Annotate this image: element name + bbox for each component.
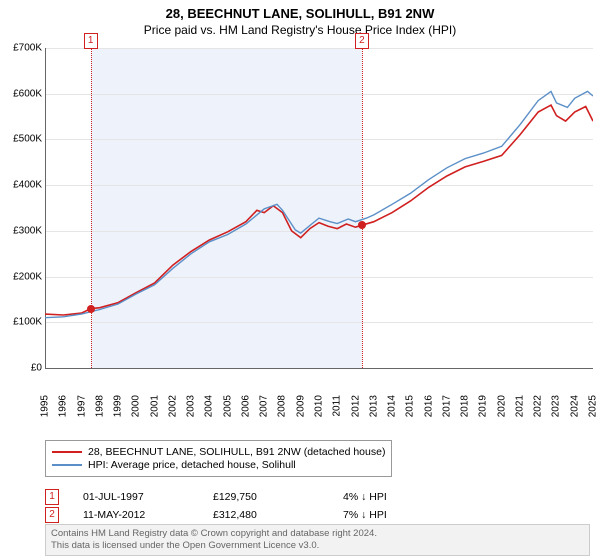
y-tick-label: £300K xyxy=(0,225,42,236)
sale-point xyxy=(358,221,366,229)
page-title: 28, BEECHNUT LANE, SOLIHULL, B91 2NW xyxy=(0,6,600,21)
sale-row: 2 11-MAY-2012£312,4807% ↓ HPI xyxy=(45,506,443,524)
x-tick-label: 2024 xyxy=(569,395,580,417)
x-tick-label: 1999 xyxy=(113,395,124,417)
x-tick-label: 2003 xyxy=(186,395,197,417)
x-tick-label: 2014 xyxy=(387,395,398,417)
sale-index: 2 xyxy=(45,507,59,523)
series-lines xyxy=(45,48,593,368)
y-tick-label: £100K xyxy=(0,317,42,328)
x-tick-label: 1995 xyxy=(40,395,51,417)
sale-date: 01-JUL-1997 xyxy=(83,491,213,503)
price-chart: £0£100K£200K£300K£400K£500K£600K£700K199… xyxy=(45,48,593,398)
legend-label: 28, BEECHNUT LANE, SOLIHULL, B91 2NW (de… xyxy=(88,446,385,458)
x-tick-label: 2010 xyxy=(314,395,325,417)
x-tick-label: 2025 xyxy=(588,395,599,417)
x-tick-label: 2011 xyxy=(332,395,343,417)
sale-delta: 4% ↓ HPI xyxy=(343,491,443,503)
x-tick-label: 2005 xyxy=(222,395,233,417)
y-tick-label: £700K xyxy=(0,43,42,54)
x-tick-label: 2017 xyxy=(441,395,452,417)
x-tick-label: 2022 xyxy=(533,395,544,417)
x-tick-label: 2004 xyxy=(204,395,215,417)
sale-price: £129,750 xyxy=(213,491,343,503)
x-tick-label: 2021 xyxy=(514,395,525,417)
legend-swatch xyxy=(52,464,82,466)
legend-label: HPI: Average price, detached house, Soli… xyxy=(88,459,296,471)
x-tick-label: 2001 xyxy=(149,395,160,417)
x-tick-label: 2002 xyxy=(167,395,178,417)
x-tick-label: 2000 xyxy=(131,395,142,417)
legend-item: HPI: Average price, detached house, Soli… xyxy=(52,459,385,471)
attribution-line: Contains HM Land Registry data © Crown c… xyxy=(51,528,584,540)
x-tick-label: 2020 xyxy=(496,395,507,417)
sale-date: 11-MAY-2012 xyxy=(83,509,213,521)
attribution: Contains HM Land Registry data © Crown c… xyxy=(45,524,590,556)
x-tick-label: 2023 xyxy=(551,395,562,417)
y-tick-label: £400K xyxy=(0,180,42,191)
attribution-line: This data is licensed under the Open Gov… xyxy=(51,540,584,552)
legend: 28, BEECHNUT LANE, SOLIHULL, B91 2NW (de… xyxy=(45,440,575,477)
x-tick-label: 1997 xyxy=(76,395,87,417)
x-tick-label: 2006 xyxy=(240,395,251,417)
y-tick-label: £0 xyxy=(0,363,42,374)
y-tick-label: £200K xyxy=(0,271,42,282)
x-tick-label: 2007 xyxy=(259,395,270,417)
x-tick-label: 2019 xyxy=(478,395,489,417)
sale-price: £312,480 xyxy=(213,509,343,521)
legend-swatch xyxy=(52,451,82,453)
x-tick-label: 2009 xyxy=(295,395,306,417)
y-tick-label: £600K xyxy=(0,88,42,99)
y-tick-label: £500K xyxy=(0,134,42,145)
sale-row: 1 01-JUL-1997£129,7504% ↓ HPI xyxy=(45,488,443,506)
x-tick-label: 1998 xyxy=(94,395,105,417)
x-tick-label: 2013 xyxy=(368,395,379,417)
x-tick-label: 1996 xyxy=(58,395,69,417)
legend-item: 28, BEECHNUT LANE, SOLIHULL, B91 2NW (de… xyxy=(52,446,385,458)
sale-marker-label: 1 xyxy=(84,33,98,49)
x-tick-label: 2012 xyxy=(350,395,361,417)
x-tick-label: 2015 xyxy=(405,395,416,417)
x-tick-label: 2018 xyxy=(460,395,471,417)
sale-point xyxy=(87,305,95,313)
sale-delta: 7% ↓ HPI xyxy=(343,509,443,521)
sale-index: 1 xyxy=(45,489,59,505)
sale-marker-label: 2 xyxy=(355,33,369,49)
x-axis xyxy=(45,368,593,369)
x-tick-label: 2016 xyxy=(423,395,434,417)
series-hpi xyxy=(45,91,593,317)
sales-table: 1 01-JUL-1997£129,7504% ↓ HPI 2 11-MAY-2012… xyxy=(45,488,443,524)
x-tick-label: 2008 xyxy=(277,395,288,417)
